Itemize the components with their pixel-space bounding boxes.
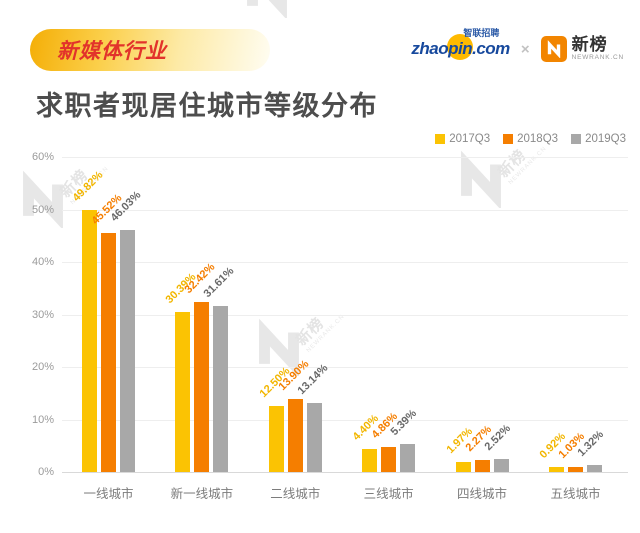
bar-2017Q3: 4.40%: [351, 412, 381, 472]
legend: 2017Q3 2018Q3 2019Q3: [435, 133, 626, 145]
legend-label: 2017Q3: [449, 133, 491, 145]
zhaopin-logo-circle-icon: [447, 34, 474, 60]
bar-2018Q3: 32.42%: [183, 261, 218, 472]
x-axis-label: 一线城市: [83, 487, 134, 501]
legend-item-2017Q3: 2017Q3: [435, 133, 490, 145]
gridline: [62, 314, 628, 316]
bar-group-4: 4.40% 4.86% 5.39% 三线城市: [351, 157, 420, 501]
bar-2018Q3: 13.90%: [276, 358, 311, 472]
gridline: [62, 472, 628, 473]
bar-2017Q3: 0.92%: [537, 431, 568, 472]
bar-2017Q3: 49.82%: [71, 170, 105, 472]
y-axis-tick: 0%: [38, 466, 54, 478]
bar-2019Q3: 1.32%: [575, 429, 606, 472]
gridline: [62, 209, 628, 211]
legend-item-2019Q3: 2019Q3: [571, 133, 626, 145]
y-axis-tick: 10%: [31, 413, 54, 426]
x-axis-label: 新一线城市: [170, 487, 234, 501]
gridline: [62, 419, 628, 421]
x-axis-label: 五线城市: [550, 487, 601, 501]
brand-logos: 智联招聘 zhaopin.com × 新榜 NEWRANK.CN: [411, 28, 624, 62]
bar-2017Q3: 12.50%: [257, 366, 292, 472]
newrank-name-label: 新榜: [571, 35, 608, 55]
y-axis-tick: 60%: [31, 151, 54, 163]
industry-badge: 新媒体行业: [30, 29, 270, 71]
y-axis-tick: 30%: [31, 308, 54, 321]
brand-separator: ×: [520, 40, 530, 58]
x-axis-label: 二线城市: [270, 487, 321, 501]
bar-value-label: 49.82%: [70, 169, 106, 205]
bar-2018Q3: 4.86%: [370, 410, 400, 472]
bar-2018Q3: 2.27%: [463, 424, 494, 472]
x-axis-label: 三线城市: [363, 487, 414, 501]
bar-2019Q3: 2.52%: [482, 422, 513, 472]
industry-badge-label: 新媒体行业: [57, 40, 167, 63]
newrank-domain-label: NEWRANK.CN: [571, 54, 624, 62]
y-axis-tick: 20%: [31, 361, 54, 373]
legend-swatch: [503, 134, 514, 144]
y-axis-tick: 40%: [31, 256, 54, 268]
legend-swatch: [571, 134, 582, 144]
bar-group-5: 1.97% 2.27% 2.52% 四线城市: [444, 157, 513, 501]
bar-2018Q3: 45.52%: [90, 192, 124, 472]
newrank-logo-icon: [540, 36, 567, 62]
zhaopin-logo: 智联招聘 zhaopin.com: [411, 28, 510, 61]
zhaopin-wordmark: zhaopin.com: [411, 39, 510, 58]
newrank-logo: 新榜 NEWRANK.CN: [540, 35, 624, 62]
bar-groups: 49.82% 45.52% 46.03% 一线城市 30.39% 32.42% 31.61%…: [62, 157, 628, 501]
legend-swatch: [435, 134, 446, 144]
x-axis-label: 四线城市: [457, 487, 508, 501]
bar-2017Q3: 1.97%: [444, 425, 475, 472]
legend-label: 2018Q3: [517, 133, 559, 145]
zhaopin-cn-label: 智联招聘: [463, 28, 500, 38]
legend-label: 2019Q3: [585, 133, 626, 145]
bar-group-3: 12.50% 13.90% 13.14% 二线城市: [257, 157, 330, 501]
bar-2019Q3: 13.14%: [295, 362, 330, 472]
bar-group-1: 49.82% 45.52% 46.03% 一线城市: [71, 157, 144, 501]
bar-2019Q3: 46.03%: [109, 189, 143, 472]
bar-2019Q3: 31.61%: [202, 265, 237, 472]
bar-2019Q3: 5.39%: [389, 407, 419, 472]
bar-group-2: 30.39% 32.42% 31.61% 新一线城市: [164, 157, 237, 501]
bar-group-6: 0.92% 1.03% 1.32% 五线城市: [537, 157, 606, 501]
gridline: [62, 157, 628, 158]
gridline: [62, 367, 628, 368]
page-title: 求职者现居住城市等级分布: [36, 91, 378, 121]
newrank-watermark-icon: [247, 0, 287, 18]
gridline: [62, 262, 628, 263]
y-axis-tick: 50%: [31, 203, 54, 216]
legend-item-2018Q3: 2018Q3: [503, 133, 558, 145]
bar-2017Q3: 30.39%: [164, 272, 199, 472]
plot-area: 49.82% 45.52% 46.03% 一线城市 30.39% 32.42% 31.61%…: [32, 151, 628, 501]
bar-2018Q3: 1.03%: [556, 430, 587, 472]
